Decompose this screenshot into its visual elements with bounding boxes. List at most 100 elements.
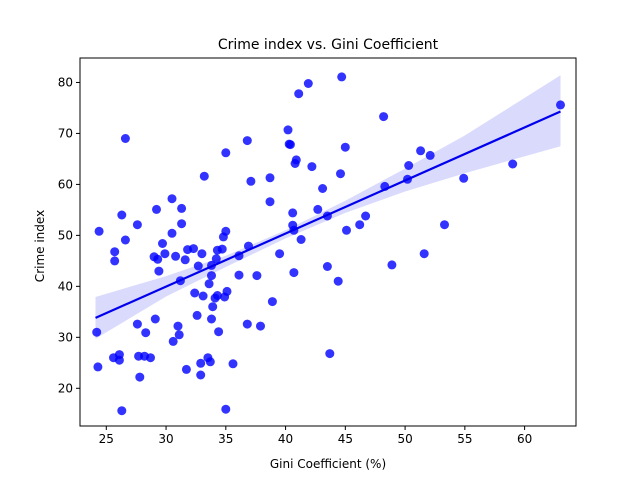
data-point (342, 225, 351, 235)
data-point (117, 210, 127, 220)
y-tick-label: 40 (58, 279, 73, 293)
data-point (361, 211, 371, 221)
data-point (154, 266, 164, 276)
data-point (221, 404, 231, 414)
data-point (313, 204, 323, 214)
data-point (265, 173, 275, 183)
data-point (387, 260, 397, 270)
data-point (168, 336, 178, 346)
data-point (404, 161, 414, 170)
data-point (379, 112, 389, 122)
data-point (285, 140, 295, 150)
data-point (325, 349, 335, 359)
data-point (197, 249, 207, 259)
data-point (556, 100, 565, 110)
data-point (211, 254, 221, 264)
data-point (283, 125, 293, 135)
data-point (228, 359, 238, 369)
data-point (419, 249, 429, 259)
x-axis-label: Gini Coefficient (%) (270, 457, 386, 471)
data-point (221, 226, 231, 236)
y-tick-label: 80 (58, 75, 73, 89)
data-point (198, 291, 208, 301)
data-point (152, 204, 161, 214)
axes-frame (79, 57, 577, 427)
data-point (205, 357, 215, 367)
data-point (93, 362, 103, 372)
y-tick-label: 30 (58, 330, 73, 344)
data-point (242, 319, 252, 329)
data-point (193, 261, 203, 271)
data-point (177, 203, 187, 213)
x-tick-label: 50 (397, 432, 412, 446)
data-point (252, 271, 262, 281)
data-point (242, 136, 252, 146)
data-point (333, 276, 343, 286)
data-point (150, 314, 160, 324)
data-point (207, 271, 216, 281)
x-tick-label: 35 (218, 432, 233, 446)
data-point (199, 171, 209, 181)
data-point (92, 327, 102, 337)
y-axis-label: Crime index (33, 210, 47, 282)
data-point (416, 146, 426, 156)
data-point (291, 155, 301, 165)
data-point (208, 302, 218, 312)
data-point (294, 89, 304, 99)
x-axis-ticks: 25 30 35 40 45 50 55 60 (99, 426, 532, 446)
data-point (167, 194, 177, 204)
data-point (214, 327, 224, 337)
data-point (265, 197, 275, 207)
data-point (318, 184, 328, 193)
data-point (94, 226, 104, 236)
data-point (189, 244, 198, 254)
data-point (177, 219, 187, 229)
data-point (196, 358, 206, 368)
data-point (340, 142, 350, 152)
data-point (174, 330, 184, 340)
y-tick-label: 60 (58, 177, 73, 191)
data-point (110, 247, 120, 257)
x-tick-label: 25 (99, 432, 114, 446)
data-point (307, 162, 317, 172)
data-point (322, 262, 332, 271)
data-point (132, 220, 142, 230)
data-point (180, 255, 190, 265)
data-point (160, 249, 170, 259)
y-tick-label: 70 (58, 126, 73, 140)
y-tick-label: 20 (58, 381, 73, 395)
x-tick-label: 30 (158, 432, 173, 446)
data-point (355, 220, 365, 230)
data-point (440, 220, 449, 230)
data-point (288, 208, 298, 218)
data-point (267, 297, 277, 307)
data-point (222, 286, 232, 296)
data-point (217, 244, 227, 254)
data-point (171, 251, 181, 261)
data-point (120, 134, 130, 143)
data-point (135, 372, 145, 382)
data-point (141, 328, 151, 338)
data-point (117, 406, 127, 416)
data-point (296, 235, 306, 244)
data-point (110, 256, 120, 266)
data-point (508, 159, 518, 169)
x-tick-label: 55 (457, 432, 472, 446)
data-point (256, 321, 265, 331)
data-point (246, 176, 256, 186)
data-point (234, 270, 244, 280)
data-point (303, 79, 313, 88)
y-tick-label: 50 (58, 228, 73, 242)
data-point (167, 228, 177, 238)
data-point (275, 249, 285, 259)
plot-area (92, 72, 565, 416)
data-point (192, 310, 202, 320)
data-point (120, 235, 130, 245)
data-point (425, 150, 435, 160)
data-point (289, 268, 299, 278)
data-point (190, 288, 200, 298)
data-point (153, 254, 163, 264)
data-point (132, 319, 142, 329)
